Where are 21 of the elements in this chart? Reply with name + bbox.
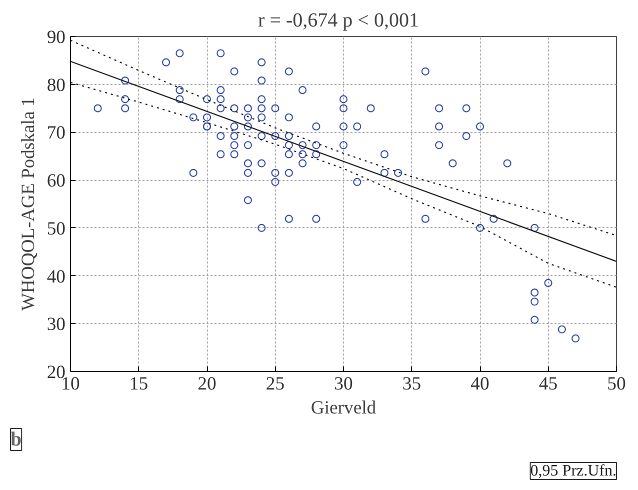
x-tick-label: 15	[129, 374, 148, 394]
x-tick-label: 20	[198, 374, 216, 394]
x-axis-title: Gierveld	[310, 398, 377, 418]
x-tick-label: 35	[402, 374, 422, 394]
line-series	[70, 82, 616, 288]
x-tick-label: 50	[607, 374, 626, 394]
y-tick-label: 90	[46, 27, 66, 48]
line-series	[70, 40, 616, 236]
x-tick-label: 30	[334, 374, 353, 394]
y-tick-label: 50	[46, 218, 66, 240]
y-tick-label: 70	[46, 122, 66, 144]
y-axis-title: WHOQOL-AGE Podskala 1	[18, 97, 39, 311]
x-tick-label: 25	[266, 374, 285, 394]
x-tick-label: 45	[538, 374, 558, 394]
y-tick-label: 80	[46, 74, 66, 96]
chart-title: r = -0,674 p < 0,001	[258, 10, 419, 32]
x-tick-label: 40	[470, 374, 490, 394]
y-tick-label: 60	[46, 170, 66, 192]
y-tick-label: 40	[46, 266, 66, 288]
text: 0,95 Prz.Ufn.	[530, 462, 617, 480]
y-tick-label: 30	[46, 314, 66, 336]
